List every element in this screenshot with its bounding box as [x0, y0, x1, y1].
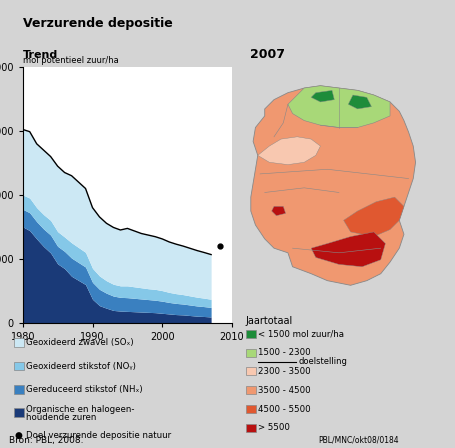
- Text: Verzurende depositie: Verzurende depositie: [23, 17, 172, 30]
- Text: Trend: Trend: [23, 50, 58, 60]
- Text: Bron: PBL, 2008.: Bron: PBL, 2008.: [9, 435, 84, 444]
- Text: 1500 - 2300: 1500 - 2300: [258, 348, 311, 357]
- Polygon shape: [311, 90, 334, 102]
- Text: Geoxideerd zwavel (SOₓ): Geoxideerd zwavel (SOₓ): [26, 338, 134, 347]
- Text: Organische en halogeen-: Organische en halogeen-: [26, 405, 135, 414]
- Text: 2007: 2007: [250, 48, 285, 61]
- Text: Gereduceerd stikstof (NHₓ): Gereduceerd stikstof (NHₓ): [26, 385, 143, 394]
- Text: Jaartotaal: Jaartotaal: [246, 316, 293, 326]
- Polygon shape: [311, 232, 385, 267]
- Text: Geoxideerd stikstof (NOᵧ): Geoxideerd stikstof (NOᵧ): [26, 362, 136, 370]
- Polygon shape: [258, 137, 320, 164]
- Text: 3500 - 4500: 3500 - 4500: [258, 386, 311, 395]
- Text: PBL/MNC/okt08/0184: PBL/MNC/okt08/0184: [318, 435, 399, 444]
- Text: mol potentieel zuur/ha: mol potentieel zuur/ha: [23, 56, 118, 65]
- Polygon shape: [348, 95, 371, 109]
- Polygon shape: [272, 207, 286, 215]
- Text: 2300 - 3500: 2300 - 3500: [258, 367, 311, 376]
- Polygon shape: [251, 86, 415, 285]
- Text: > 5500: > 5500: [258, 423, 290, 432]
- Text: 4500 - 5500: 4500 - 5500: [258, 405, 311, 414]
- Text: ●: ●: [15, 431, 23, 440]
- Text: < 1500 mol zuur/ha: < 1500 mol zuur/ha: [258, 329, 344, 338]
- Text: houdende zuren: houdende zuren: [26, 413, 97, 422]
- Polygon shape: [288, 86, 390, 128]
- Text: doelstelling: doelstelling: [298, 357, 347, 366]
- Text: Doel verzurende depositie natuur: Doel verzurende depositie natuur: [26, 431, 172, 440]
- Polygon shape: [344, 197, 404, 237]
